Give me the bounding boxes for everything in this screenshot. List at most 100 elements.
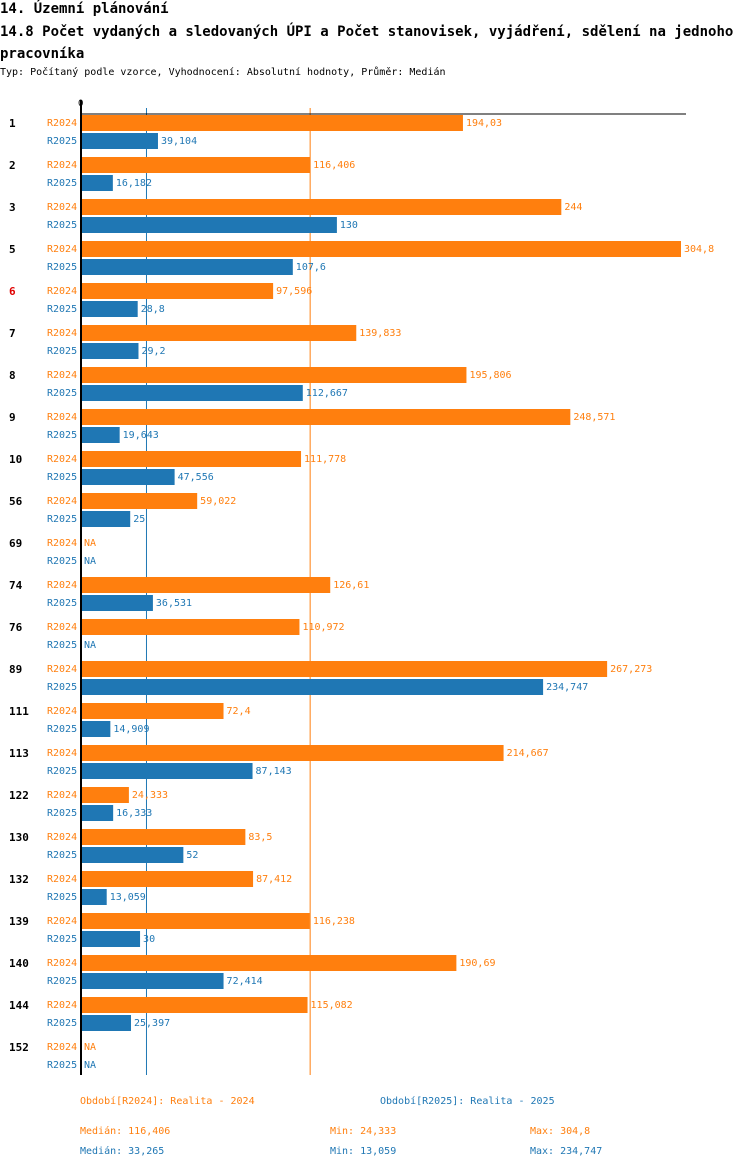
stat-max-2024: Max: 304,8 — [530, 1126, 591, 1137]
bar-r2025 — [81, 259, 293, 275]
bar-r2024 — [81, 325, 357, 341]
bar-r2025 — [81, 217, 337, 233]
series-label: R2025 — [47, 472, 77, 483]
data-label: 72,414 — [227, 976, 263, 987]
series-label: R2024 — [47, 832, 77, 843]
series-label: R2024 — [47, 118, 77, 129]
category-label: 76 — [9, 621, 23, 634]
series-label: R2025 — [47, 346, 77, 357]
data-label: 267,273 — [610, 664, 652, 675]
bar-r2024 — [81, 829, 246, 845]
series-label: R2025 — [47, 934, 77, 945]
bar-r2024 — [81, 745, 504, 761]
bar-r2024 — [81, 955, 457, 971]
data-label: 110,972 — [302, 622, 344, 633]
chart-title: 14.8 Počet vydaných a sledovaných ÚPI a … — [0, 24, 734, 62]
data-label: 13,059 — [110, 892, 146, 903]
category-label: 56 — [9, 495, 23, 508]
category-label: 132 — [9, 873, 29, 886]
data-label: 29,2 — [141, 346, 165, 357]
series-label: R2024 — [47, 1000, 77, 1011]
series-label: R2025 — [47, 850, 77, 861]
bar-r2024 — [81, 577, 331, 593]
bar-r2024 — [81, 661, 608, 677]
series-label: R2025 — [47, 892, 77, 903]
series-label: R2024 — [47, 958, 77, 969]
data-label: 47,556 — [178, 472, 214, 483]
series-label: R2025 — [47, 514, 77, 525]
bar-r2024 — [81, 241, 681, 257]
category-label: 111 — [9, 705, 29, 718]
category-label: 10 — [9, 453, 22, 466]
data-label: 304,8 — [684, 244, 714, 255]
stat-min-2025: Min: 13,059 — [330, 1146, 397, 1157]
category-label: 3 — [9, 201, 16, 214]
data-label: 87,412 — [256, 874, 292, 885]
bar-r2024 — [81, 913, 310, 929]
data-label: 16,182 — [116, 178, 152, 189]
series-label: R2025 — [47, 220, 77, 231]
category-label: 130 — [9, 831, 29, 844]
category-label: 8 — [9, 369, 16, 382]
legend-entry-2025: Období[R2025]: Realita - 2025 — [380, 1096, 555, 1107]
stat-median-2025: Medián: 33,265 — [80, 1146, 165, 1157]
data-label: 25 — [133, 514, 145, 525]
series-label: R2024 — [47, 160, 77, 171]
bar-r2025 — [81, 175, 113, 191]
category-label: 74 — [9, 579, 23, 592]
category-label: 9 — [9, 411, 16, 424]
data-label: 39,104 — [161, 136, 197, 147]
category-label: 2 — [9, 159, 16, 172]
bar-r2025 — [81, 301, 138, 317]
bar-r2025 — [81, 847, 184, 863]
series-label: R2025 — [47, 598, 77, 609]
data-label: 16,333 — [116, 808, 152, 819]
series-label: R2024 — [47, 1042, 77, 1053]
data-label: 244 — [564, 202, 582, 213]
category-label: 144 — [9, 999, 29, 1012]
series-label: R2025 — [47, 766, 77, 777]
data-label: 28,8 — [141, 304, 165, 315]
series-label: R2024 — [47, 748, 77, 759]
series-label: R2024 — [47, 286, 77, 297]
series-label: R2025 — [47, 976, 77, 987]
data-label: 214,667 — [507, 748, 549, 759]
data-label: 112,667 — [306, 388, 348, 399]
bar-r2025 — [81, 763, 253, 779]
bar-chart: 01R2024194,03R202539,1042R2024116,406R20… — [9, 99, 714, 1075]
data-label: 25,397 — [134, 1018, 170, 1029]
data-label: 116,406 — [313, 160, 355, 171]
data-label: 194,03 — [466, 118, 502, 129]
series-label: R2024 — [47, 454, 77, 465]
category-label: 139 — [9, 915, 29, 928]
legend-entry-2024: Období[R2024]: Realita - 2024 — [80, 1096, 255, 1107]
category-label: 140 — [9, 957, 29, 970]
series-label: R2024 — [47, 328, 77, 339]
series-label: R2025 — [47, 304, 77, 315]
bar-r2025 — [81, 427, 120, 443]
data-label: NA — [84, 538, 96, 549]
series-label: R2024 — [47, 202, 77, 213]
bar-r2025 — [81, 469, 175, 485]
data-label: 24,333 — [132, 790, 168, 801]
series-label: R2024 — [47, 874, 77, 885]
bar-r2024 — [81, 997, 308, 1013]
bar-r2025 — [81, 343, 139, 359]
data-label: 116,238 — [313, 916, 355, 927]
series-label: R2024 — [47, 580, 77, 591]
data-label: 190,69 — [459, 958, 495, 969]
bar-r2025 — [81, 385, 303, 401]
bar-r2025 — [81, 721, 111, 737]
data-label: 130 — [340, 220, 358, 231]
bar-r2024 — [81, 787, 129, 803]
data-label: 111,778 — [304, 454, 346, 465]
stat-min-2024: Min: 24,333 — [330, 1126, 397, 1137]
stat-max-2025: Max: 234,747 — [530, 1146, 603, 1157]
data-label: 248,571 — [573, 412, 615, 423]
bar-r2025 — [81, 805, 114, 821]
data-label: NA — [84, 1042, 96, 1053]
series-label: R2025 — [47, 556, 77, 567]
data-label: 139,833 — [359, 328, 401, 339]
category-label: 122 — [9, 789, 29, 802]
bar-r2024 — [81, 157, 311, 173]
